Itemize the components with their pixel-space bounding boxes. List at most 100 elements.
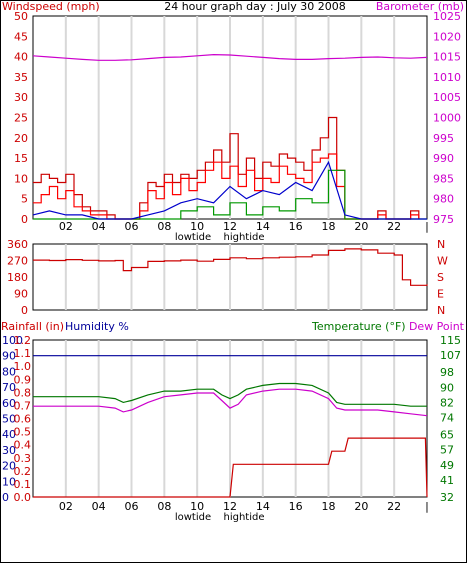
- rain-y-tick-label: 1.2: [14, 334, 32, 347]
- barometer-y-tick-label: 1005: [433, 91, 461, 104]
- rain-y-tick-label: 1.0: [14, 360, 32, 373]
- compass-tick-label: E: [437, 288, 444, 301]
- rain-y-tick-label: 0.7: [14, 399, 32, 412]
- rain-y-tick-label: 0.6: [14, 413, 32, 426]
- temperature-y-tick-label: 32: [440, 491, 454, 504]
- chart-title: 24 hour graph day : July 30 2008: [164, 0, 346, 13]
- wind-y-tick-label: 30: [14, 91, 28, 104]
- wind-y-tick-label: 50: [14, 10, 28, 23]
- dewpoint-line: [33, 388, 428, 417]
- wind-x-tick-label: 10: [190, 220, 204, 233]
- climate-x-tick-label: 18: [322, 500, 336, 513]
- temperature-y-tick-label: 65: [440, 429, 454, 442]
- wind-x-tick-label: 18: [322, 220, 336, 233]
- temperature-y-tick-label: 74: [440, 412, 454, 425]
- direction-y-tick-label: 180: [7, 271, 28, 284]
- humidity-y-tick-label: 50: [2, 413, 16, 426]
- compass-tick-label: W: [437, 255, 448, 268]
- direction-y-tick-label: 270: [7, 255, 28, 268]
- temperature-y-tick-label: 107: [440, 349, 461, 362]
- humidity-y-tick-label: 30: [2, 444, 16, 457]
- temperature-y-tick-label: 82: [440, 396, 454, 409]
- rain-y-tick-label: 0.5: [14, 426, 32, 439]
- direction-y-tick-label: 360: [7, 238, 28, 251]
- barometer-y-tick-label: 995: [433, 132, 454, 145]
- barometer-y-tick-label: 975: [433, 213, 454, 226]
- humidity-y-tick-label: 60: [2, 397, 16, 410]
- windspeed-line: [33, 153, 420, 220]
- rain-humidity-temp-panel: 0 10 20 30 40 50 60 70 80 90 100 0.00.10.20.30.40.5…: [2, 334, 461, 523]
- wind-y-tick-label: 5: [21, 193, 28, 206]
- wind-y-tick-label: 0: [21, 213, 28, 226]
- compass-tick-label: S: [437, 271, 444, 284]
- wind-barometer-panel: 0510152025303540455097598098599099510001…: [14, 10, 461, 243]
- wind-y-tick-label: 40: [14, 51, 28, 64]
- lowtide-label: lowtide: [175, 232, 211, 243]
- wind-y-tick-label: 25: [14, 112, 28, 125]
- average-line: [32, 160, 427, 220]
- lowtide-label: lowtide: [175, 512, 211, 523]
- humidity-axis-label: Humidity %: [65, 320, 129, 333]
- windspeed-axis-label: Windspeed (mph): [2, 0, 100, 13]
- barometer-y-tick-label: 980: [433, 193, 454, 206]
- wind-x-tick-label: 04: [92, 220, 106, 233]
- climate-x-tick-label: 06: [125, 500, 139, 513]
- rain-y-tick-label: 0.3: [14, 452, 32, 465]
- hightide-label: hightide: [223, 232, 264, 243]
- temperature-y-tick-label: 49: [440, 459, 454, 472]
- humidity-y-tick-label: 10: [2, 475, 16, 488]
- humidity-y-tick-label: 90: [2, 350, 16, 363]
- temperature-line: [33, 382, 427, 407]
- wind-x-tick-label: 08: [157, 220, 171, 233]
- rain-y-tick-label: 0.4: [14, 439, 32, 452]
- temperature-y-tick-label: 57: [440, 444, 454, 457]
- wind-x-tick-label: 20: [354, 220, 368, 233]
- barometer-y-tick-label: 1010: [433, 71, 461, 84]
- compass-tick-label: N: [437, 238, 445, 251]
- barometer-axis-label: Barometer (mb): [376, 0, 464, 13]
- humidity-y-tick-label: 80: [2, 365, 16, 378]
- barometer-y-tick-label: 1025: [433, 10, 461, 23]
- rainfall-axis-label: Rainfall (in): [1, 320, 64, 333]
- wind-y-tick-label: 10: [14, 172, 28, 185]
- humidity-y-tick-label: 40: [2, 428, 16, 441]
- humidity-y-tick-label: 20: [2, 460, 16, 473]
- climate-x-tick-label: 04: [92, 500, 106, 513]
- rainfall-line: [33, 437, 428, 498]
- temperature-y-tick-label: 98: [440, 366, 454, 379]
- direction-y-tick-label: 0: [21, 304, 28, 317]
- barometer-y-tick-label: 985: [433, 172, 454, 185]
- barometer-y-tick-label: 1020: [433, 30, 461, 43]
- temperature-y-tick-label: 41: [440, 474, 454, 487]
- rain-y-tick-label: 0.0: [14, 491, 32, 504]
- rain-y-tick-label: 1.1: [14, 347, 32, 360]
- climate-x-end-mark: |: [425, 500, 429, 513]
- humidity-y-tick-label: 0: [2, 491, 9, 504]
- wind-x-tick-label: 22: [387, 220, 401, 233]
- climate-x-tick-label: 02: [59, 500, 73, 513]
- temperature-axis-label: Temperature (°F): [311, 320, 406, 333]
- dewpoint-axis-label: Dew Point: [409, 320, 465, 333]
- climate-x-tick-label: 20: [354, 500, 368, 513]
- temperature-y-tick-label: 90: [440, 381, 454, 394]
- wind-x-tick-label: 14: [256, 220, 270, 233]
- barometer-line: [32, 53, 428, 61]
- temperature-y-tick-label: 115: [440, 334, 461, 347]
- climate-x-tick-label: 12: [223, 500, 237, 513]
- barometer-y-tick-label: 1000: [433, 112, 461, 125]
- wind-x-tick-label: 16: [289, 220, 303, 233]
- rain-y-tick-label: 0.2: [14, 465, 32, 478]
- humidity-y-tick-label: 100: [2, 334, 23, 347]
- rain-y-tick-label: 0.8: [14, 386, 32, 399]
- climate-x-tick-label: 22: [387, 500, 401, 513]
- barometer-y-tick-label: 1015: [433, 51, 461, 64]
- compass-tick-label: N: [437, 304, 445, 317]
- climate-x-tick-label: 08: [157, 500, 171, 513]
- rain-y-tick-label: 0.9: [14, 373, 32, 386]
- wind-x-tick-label: 02: [59, 220, 73, 233]
- rain-y-tick-label: 0.1: [14, 478, 32, 491]
- direction-y-tick-label: 90: [14, 288, 28, 301]
- humidity-y-tick-label: 70: [2, 381, 16, 394]
